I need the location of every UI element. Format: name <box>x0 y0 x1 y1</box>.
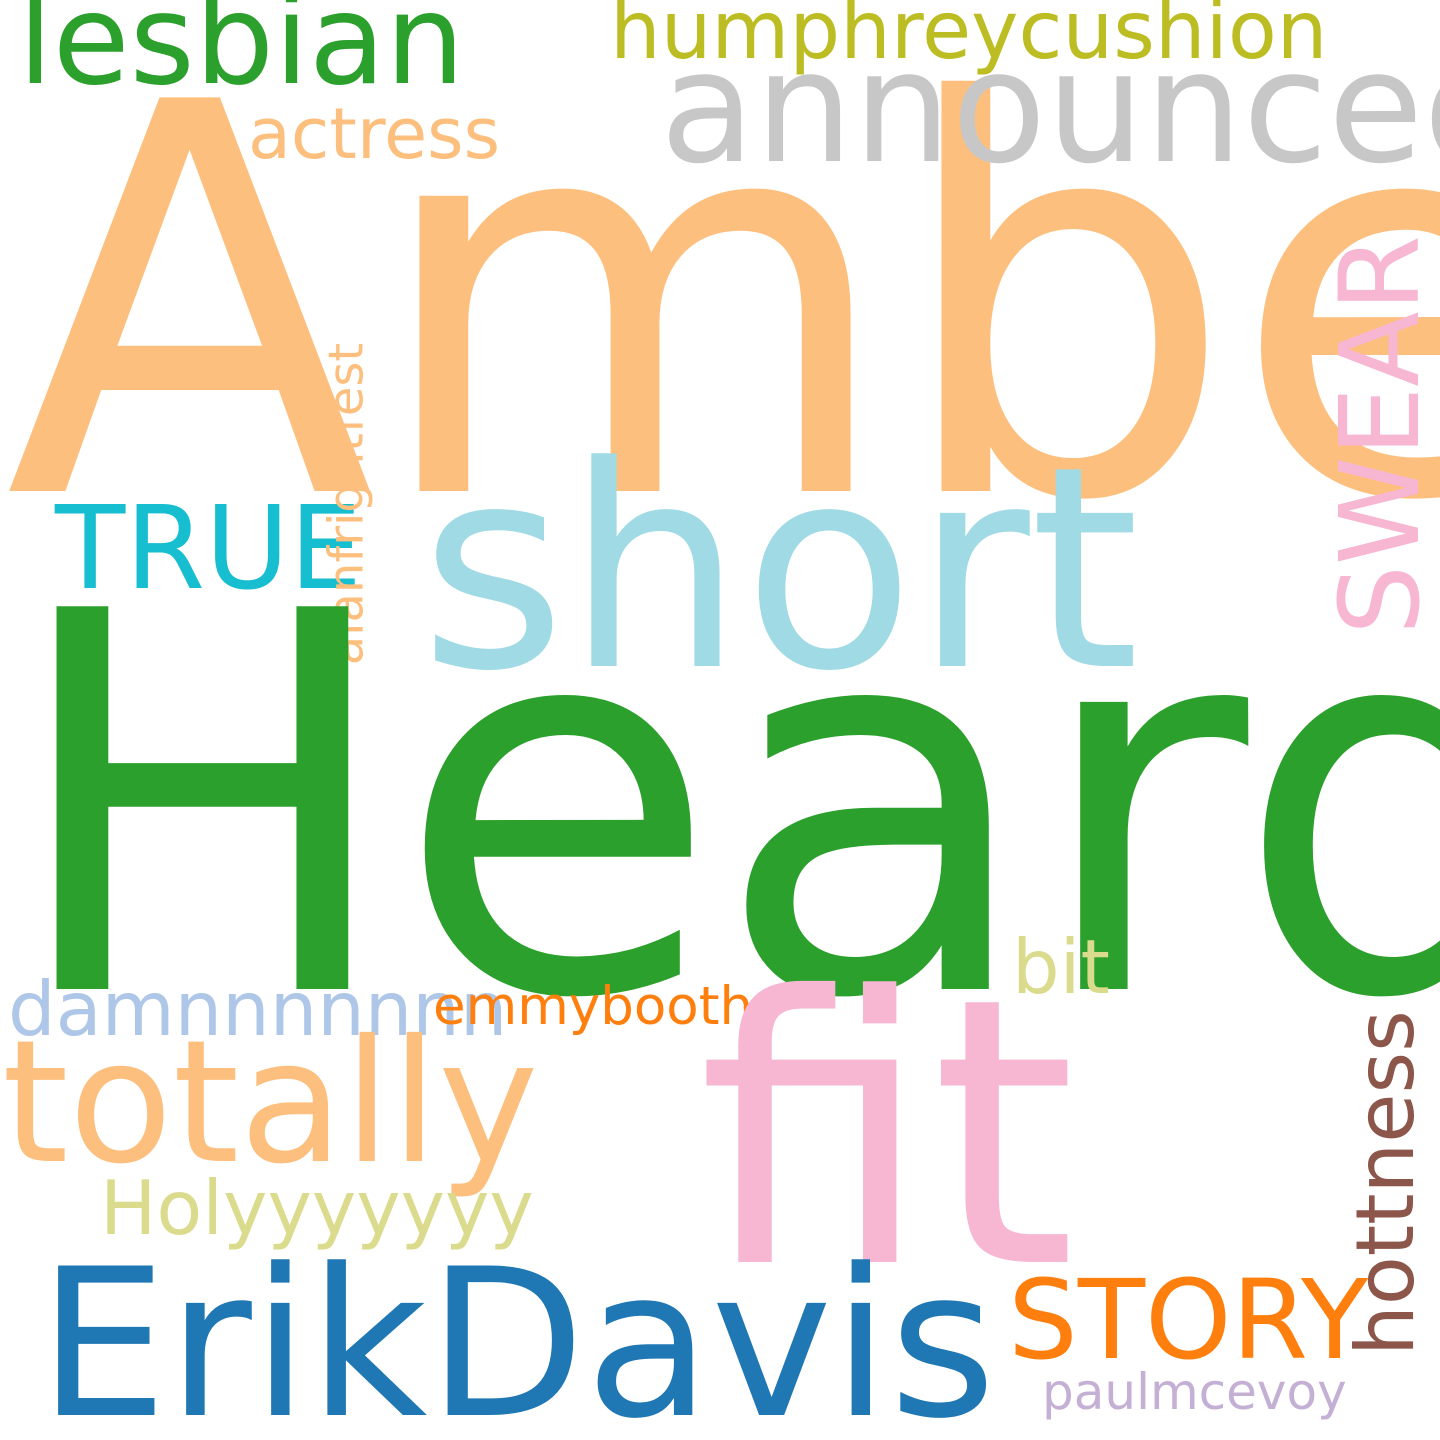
word-lesbian: lesbian <box>18 0 465 113</box>
word-damnnnnnnn: damnnnnnnn <box>8 965 508 1053</box>
word-bit: bit <box>1012 923 1110 1011</box>
word-fit: fit <box>698 920 1077 1350</box>
word-amber: Amber <box>5 0 1440 619</box>
word-totally: totally <box>2 1004 539 1202</box>
word-true: TRUE <box>55 482 362 616</box>
word-story: STORY <box>1008 1256 1369 1384</box>
word-paulmcevoy: paulmcevoy <box>1042 1363 1347 1421</box>
word-holyyyyyyy: Holyyyyyyy <box>100 1164 534 1252</box>
word-announced: announced <box>660 17 1440 198</box>
word-actress: actress <box>248 93 501 175</box>
word-erikdavis: ErikDavis <box>38 1226 997 1440</box>
word-emmybooth: emmybooth <box>433 976 754 1037</box>
word-humphreycushion: humphreycushion <box>610 0 1328 77</box>
word-heard: Heard <box>5 502 1440 1113</box>
word-short: short <box>420 407 1140 733</box>
